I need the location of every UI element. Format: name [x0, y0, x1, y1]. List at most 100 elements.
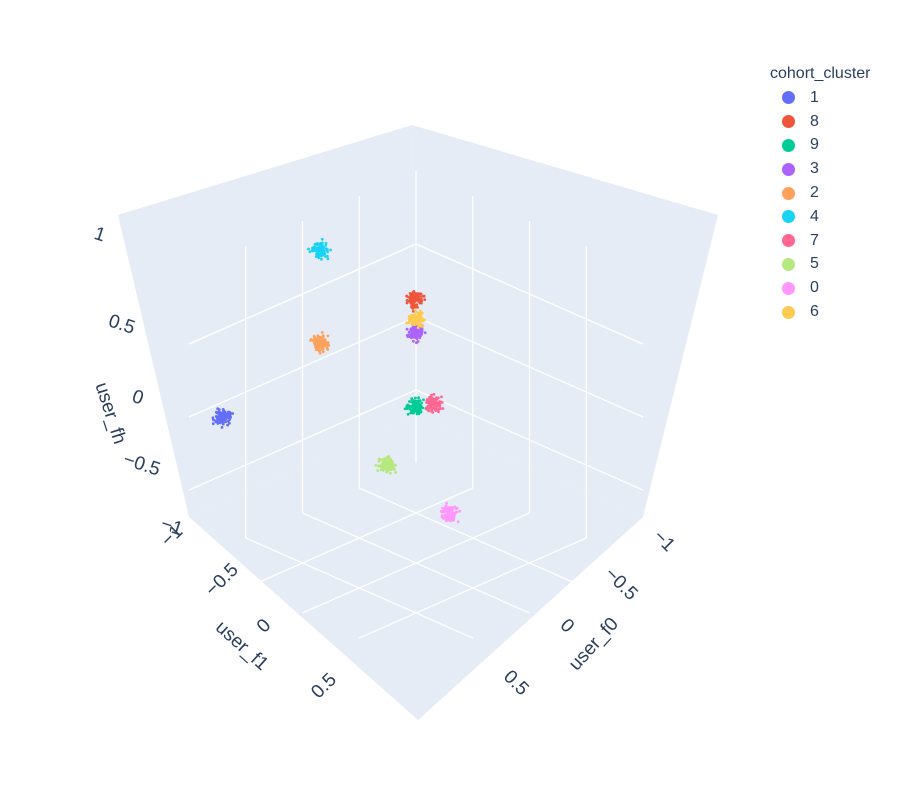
point-cluster-8 — [414, 294, 417, 298]
legend-label: 6 — [810, 303, 819, 321]
point-cluster-1 — [217, 419, 220, 423]
point-cluster-9 — [412, 408, 415, 411]
grid-line — [188, 243, 417, 345]
point-cluster-7 — [437, 396, 440, 400]
point-cluster-9 — [407, 404, 411, 408]
legend-swatch-icon — [782, 305, 795, 319]
point-cluster-9 — [414, 396, 417, 400]
point-cluster-0 — [444, 509, 447, 513]
point-cluster-5 — [394, 471, 397, 474]
x-tick-label: −0.5 — [600, 563, 641, 604]
point-cluster-2 — [319, 339, 323, 343]
legend-swatch-icon — [782, 91, 795, 105]
point-cluster-1 — [217, 416, 221, 419]
point-cluster-0 — [449, 513, 453, 516]
scene-3d[interactable]: −1−0.500.51−1−0.500.5−1−0.500.5 user_fh … — [90, 125, 718, 720]
point-cluster-3 — [406, 333, 410, 337]
point-cluster-7 — [432, 399, 436, 403]
point-cluster-8 — [419, 295, 422, 298]
x-tick-label: −1 — [649, 526, 679, 556]
grid-line — [302, 512, 530, 614]
point-cluster-9 — [408, 407, 412, 411]
point-cluster-9 — [417, 396, 420, 400]
legend-item-3[interactable]: 3 — [770, 157, 895, 181]
point-cluster-9 — [411, 405, 415, 409]
point-cluster-5 — [379, 458, 383, 462]
point-cluster-6 — [421, 319, 425, 323]
point-cluster-1 — [221, 418, 225, 421]
legend-item-2[interactable]: 2 — [770, 181, 895, 205]
point-cluster-5 — [388, 471, 392, 475]
legend-item-0[interactable]: 0 — [770, 276, 895, 300]
point-cluster-4 — [322, 246, 326, 250]
point-cluster-0 — [453, 512, 456, 515]
point-cluster-4 — [307, 247, 310, 251]
point-cluster-4 — [329, 248, 332, 252]
point-cluster-2 — [326, 334, 330, 338]
point-cluster-3 — [414, 336, 418, 340]
legend-label: 8 — [810, 112, 819, 130]
point-cluster-9 — [409, 411, 413, 415]
point-cluster-2 — [317, 341, 321, 345]
point-cluster-2 — [313, 336, 316, 340]
legend-label: 2 — [810, 184, 819, 202]
point-cluster-9 — [415, 412, 419, 416]
point-cluster-1 — [224, 416, 228, 419]
point-cluster-3 — [412, 331, 415, 335]
legend-item-4[interactable]: 4 — [770, 205, 895, 229]
point-cluster-6 — [410, 319, 413, 323]
point-cluster-8 — [415, 297, 419, 301]
legend-label: 0 — [810, 279, 819, 297]
point-cluster-0 — [447, 518, 451, 522]
point-cluster-9 — [414, 406, 417, 410]
point-cluster-4 — [320, 257, 323, 261]
point-cluster-7 — [432, 392, 436, 396]
legend-item-5[interactable]: 5 — [770, 253, 895, 277]
z-tick-label: 1 — [91, 223, 108, 246]
point-cluster-9 — [413, 400, 417, 404]
point-cluster-5 — [374, 463, 378, 467]
point-cluster-1 — [220, 413, 223, 417]
point-cluster-2 — [325, 343, 329, 347]
point-cluster-1 — [231, 412, 235, 415]
point-cluster-3 — [409, 334, 413, 338]
point-cluster-7 — [434, 406, 438, 410]
legend-item-7[interactable]: 7 — [770, 229, 895, 253]
point-cluster-1 — [216, 411, 219, 415]
point-cluster-5 — [386, 455, 389, 459]
legend-title: cohort_cluster — [770, 65, 871, 82]
legend-item-6[interactable]: 6 — [770, 300, 895, 324]
point-cluster-2 — [321, 347, 325, 351]
x-tick-label: 0.5 — [499, 666, 533, 700]
z-axis-title: user_fh — [90, 380, 130, 447]
point-cluster-4 — [324, 241, 328, 245]
point-cluster-1 — [220, 426, 224, 429]
legend-item-8[interactable]: 8 — [770, 110, 895, 134]
point-cluster-9 — [422, 398, 425, 402]
point-cluster-2 — [313, 341, 316, 345]
point-cluster-5 — [388, 467, 391, 471]
legend-label: 4 — [810, 207, 819, 225]
point-cluster-3 — [419, 332, 423, 336]
point-cluster-1 — [224, 420, 228, 424]
legend-item-9[interactable]: 9 — [770, 134, 895, 158]
point-cluster-4 — [308, 250, 312, 254]
point-cluster-6 — [416, 319, 420, 323]
point-cluster-1 — [226, 410, 230, 414]
point-cluster-0 — [442, 517, 445, 520]
point-cluster-9 — [418, 399, 422, 403]
point-cluster-3 — [414, 330, 417, 334]
point-cluster-6 — [419, 320, 422, 324]
point-cluster-0 — [440, 514, 444, 517]
point-cluster-1 — [220, 411, 224, 415]
legend-swatch-icon — [782, 162, 795, 176]
point-cluster-0 — [453, 505, 457, 509]
grid-line — [245, 537, 474, 639]
z-tick-label: 0 — [129, 386, 146, 409]
legend-item-1[interactable]: 1 — [770, 86, 895, 110]
point-cluster-6 — [408, 319, 411, 323]
point-cluster-2 — [309, 339, 312, 342]
point-cluster-0 — [441, 510, 445, 513]
z-tick-label: 0.5 — [106, 311, 138, 339]
